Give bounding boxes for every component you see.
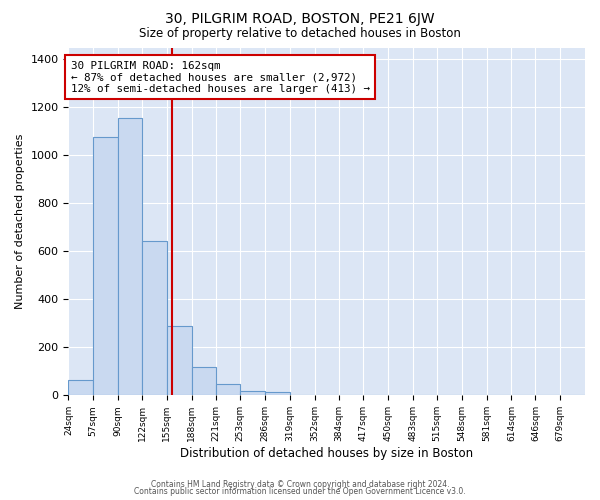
Bar bbox=[241, 390, 265, 396]
Text: Contains public sector information licensed under the Open Government Licence v3: Contains public sector information licen… bbox=[134, 487, 466, 496]
X-axis label: Distribution of detached houses by size in Boston: Distribution of detached houses by size … bbox=[180, 447, 473, 460]
Text: 30, PILGRIM ROAD, BOSTON, PE21 6JW: 30, PILGRIM ROAD, BOSTON, PE21 6JW bbox=[165, 12, 435, 26]
Bar bbox=[191, 366, 217, 396]
Bar bbox=[68, 380, 93, 396]
Text: 30 PILGRIM ROAD: 162sqm
← 87% of detached houses are smaller (2,972)
12% of semi: 30 PILGRIM ROAD: 162sqm ← 87% of detache… bbox=[71, 60, 370, 94]
Text: Size of property relative to detached houses in Boston: Size of property relative to detached ho… bbox=[139, 28, 461, 40]
Bar bbox=[265, 392, 290, 396]
Bar bbox=[142, 240, 167, 396]
Bar bbox=[217, 384, 241, 396]
Text: Contains HM Land Registry data © Crown copyright and database right 2024.: Contains HM Land Registry data © Crown c… bbox=[151, 480, 449, 489]
Bar bbox=[93, 138, 118, 396]
Y-axis label: Number of detached properties: Number of detached properties bbox=[15, 134, 25, 309]
Bar bbox=[118, 118, 142, 396]
Bar bbox=[167, 326, 191, 396]
